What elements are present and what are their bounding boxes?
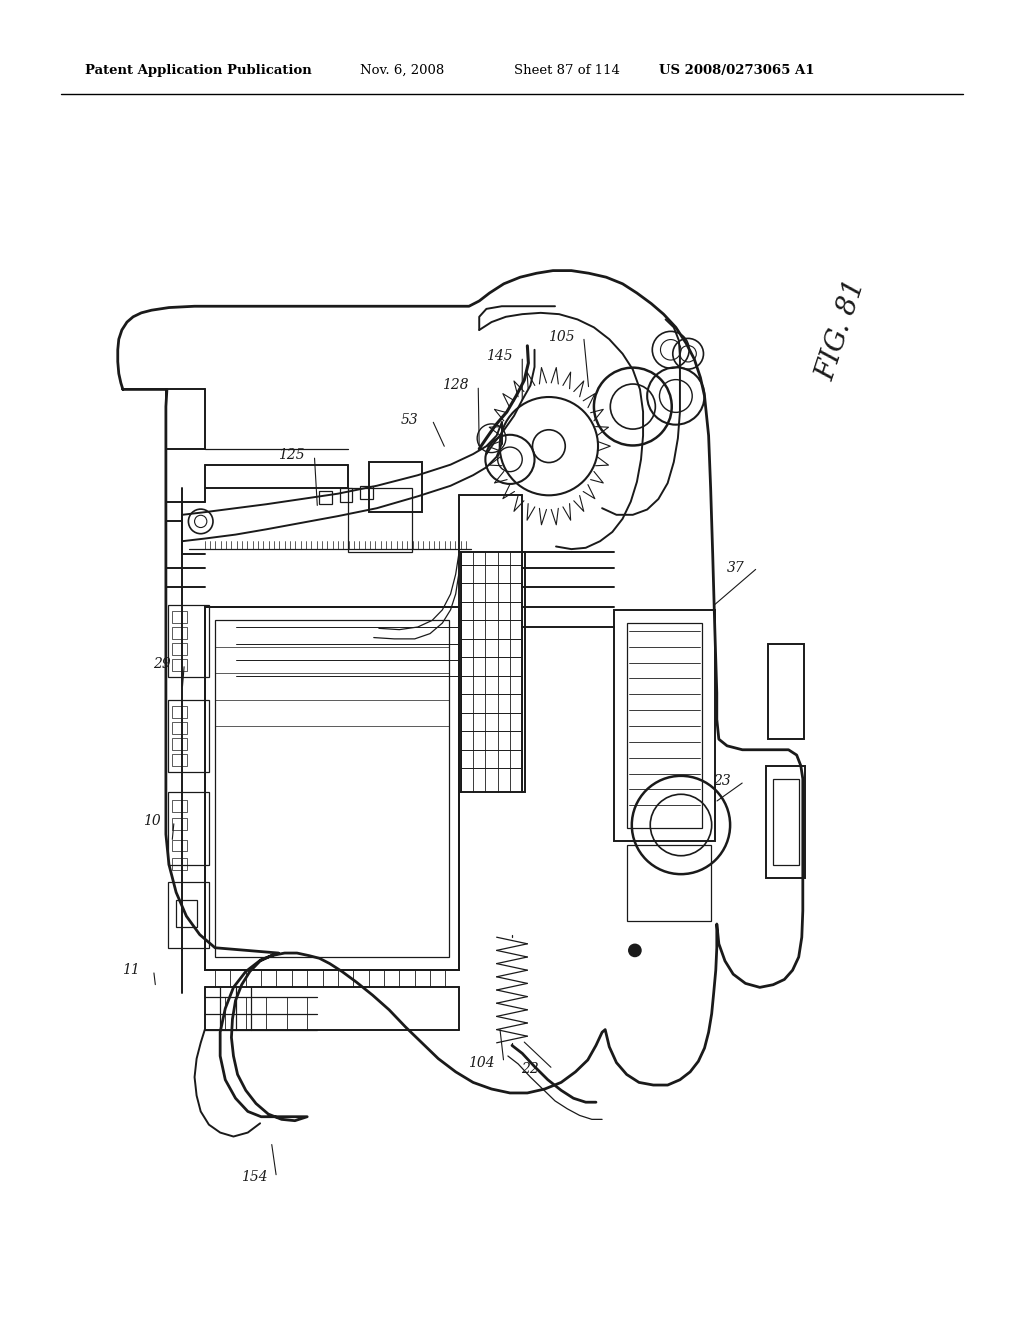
Bar — [172, 738, 187, 750]
Bar — [172, 800, 187, 812]
Bar — [168, 882, 209, 948]
Text: 105: 105 — [548, 330, 574, 343]
Text: 145: 145 — [486, 350, 513, 363]
Text: Sheet 87 of 114: Sheet 87 of 114 — [514, 65, 620, 77]
Bar — [360, 486, 373, 499]
Text: 104: 104 — [468, 1056, 495, 1069]
Text: 22: 22 — [521, 1063, 540, 1076]
Text: FIG. 81: FIG. 81 — [813, 276, 870, 384]
Bar — [215, 620, 449, 957]
Bar — [172, 611, 187, 623]
Text: 10: 10 — [142, 814, 161, 828]
Bar — [340, 488, 352, 502]
Bar — [172, 706, 187, 718]
Bar — [627, 845, 711, 921]
Text: 125: 125 — [279, 449, 305, 462]
Bar — [172, 627, 187, 639]
Bar — [319, 491, 332, 504]
Bar — [172, 840, 187, 851]
Bar — [766, 766, 805, 878]
Circle shape — [629, 944, 641, 957]
Bar — [168, 792, 209, 865]
Text: 154: 154 — [241, 1171, 267, 1184]
Bar — [172, 818, 187, 830]
Text: 11: 11 — [122, 964, 140, 977]
Text: Nov. 6, 2008: Nov. 6, 2008 — [360, 65, 444, 77]
Text: 128: 128 — [442, 379, 469, 392]
Bar — [172, 858, 187, 870]
Bar — [172, 722, 187, 734]
Bar — [168, 700, 209, 772]
Bar — [172, 643, 187, 655]
Bar — [627, 623, 702, 828]
Bar — [369, 462, 422, 512]
Text: US 2008/0273065 A1: US 2008/0273065 A1 — [659, 65, 815, 77]
Text: Patent Application Publication: Patent Application Publication — [85, 65, 311, 77]
Bar — [172, 754, 187, 766]
Text: 53: 53 — [400, 413, 419, 426]
Text: 37: 37 — [726, 561, 744, 574]
Bar — [168, 605, 209, 677]
Bar — [176, 900, 197, 927]
Bar — [773, 779, 799, 865]
Text: 23: 23 — [713, 775, 731, 788]
Text: 29: 29 — [153, 657, 171, 671]
Bar — [172, 659, 187, 671]
Bar — [614, 610, 715, 841]
Bar — [348, 488, 412, 552]
Bar — [205, 607, 459, 970]
Bar — [459, 552, 525, 792]
Bar — [768, 644, 804, 739]
